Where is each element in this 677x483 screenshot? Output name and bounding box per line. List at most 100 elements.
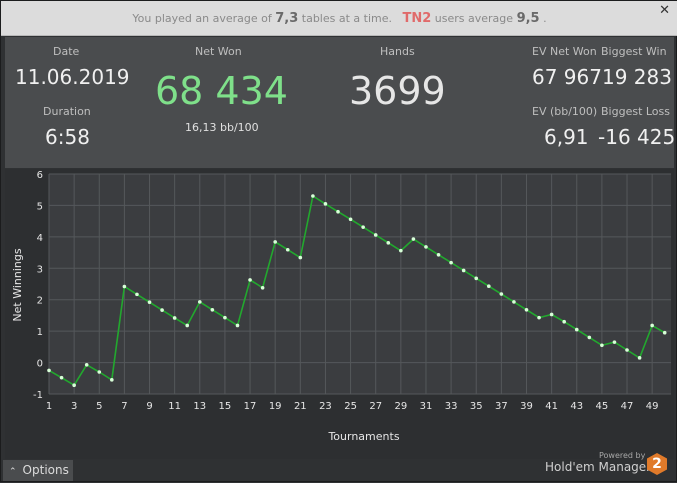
x-tick-label: 49 xyxy=(646,401,659,412)
powered-by-text: Powered by xyxy=(599,451,646,460)
bb-per-100-value: 16,13 bb/100 xyxy=(185,121,259,134)
data-point xyxy=(474,276,479,281)
data-point xyxy=(248,278,252,282)
data-point xyxy=(160,308,164,312)
notice-tables-value: 7,3 xyxy=(275,11,299,26)
data-point xyxy=(587,335,592,340)
date-label: Date xyxy=(53,45,80,58)
data-point xyxy=(436,252,441,257)
ev-bb-label: EV (bb/100) xyxy=(532,105,598,118)
hands-value: 3699 xyxy=(349,69,446,113)
options-button[interactable]: ⌃ Options xyxy=(3,460,73,481)
data-point xyxy=(612,340,617,344)
biggest-loss-value: -16 425 xyxy=(598,125,676,149)
data-point xyxy=(625,348,629,352)
biggest-loss-label: Biggest Loss xyxy=(601,105,671,118)
data-point xyxy=(562,319,566,324)
y-axis-ticks: -1 0 1 2 3 4 5 6 xyxy=(33,170,43,401)
data-point xyxy=(260,285,265,290)
data-point xyxy=(97,370,102,374)
options-label: Options xyxy=(22,463,69,477)
x-tick-label: 33 xyxy=(445,401,458,412)
data-point xyxy=(637,356,642,360)
session-stats-panel: Date 11.06.2019 Duration 6:58 Net Won 68… xyxy=(5,37,676,168)
x-tick-label: 27 xyxy=(369,401,382,412)
x-tick-label: 19 xyxy=(269,401,282,412)
data-point xyxy=(172,316,177,320)
notice-prefix: You played an average of xyxy=(132,12,272,25)
data-point xyxy=(499,292,504,296)
data-point xyxy=(574,327,579,332)
y-tick-label: 5 xyxy=(37,201,43,212)
data-point xyxy=(311,194,315,198)
x-tick-label: 31 xyxy=(420,401,433,412)
net-winnings-line xyxy=(48,194,666,387)
data-point xyxy=(110,378,114,382)
x-tick-label: 45 xyxy=(596,401,609,412)
caret-up-icon: ⌃ xyxy=(9,467,17,477)
ev-bb-value: 6,91 xyxy=(544,125,589,149)
x-tick-label: 29 xyxy=(394,401,407,412)
x-tick-label: 35 xyxy=(470,401,483,412)
data-point xyxy=(386,241,391,245)
data-point xyxy=(348,217,353,222)
x-tick-label: 7 xyxy=(121,401,127,412)
y-tick-label: -1 xyxy=(33,390,43,401)
x-tick-label: 47 xyxy=(621,401,634,412)
biggest-win-label: Biggest Win xyxy=(601,45,667,58)
notice-middle: tables at a time. xyxy=(301,12,392,25)
duration-label: Duration xyxy=(43,105,91,118)
date-value: 11.06.2019 xyxy=(15,65,130,89)
y-axis-title: Net Winnings xyxy=(11,248,24,321)
y-tick-label: 0 xyxy=(37,359,43,370)
x-tick-label: 5 xyxy=(96,401,102,412)
data-point xyxy=(486,284,491,288)
x-tick-label: 21 xyxy=(294,401,307,412)
data-point-markers xyxy=(47,194,667,387)
notice-period: . xyxy=(543,12,547,25)
x-tick-label: 25 xyxy=(344,401,357,412)
data-point xyxy=(361,225,365,229)
x-tick-label: 13 xyxy=(193,401,206,412)
data-point xyxy=(122,284,127,289)
data-point xyxy=(449,260,453,265)
data-point xyxy=(47,368,51,373)
x-axis-ticks: 1 3 5 7 9 11 13 15 17 19 21 23 25 27 29 31 33 35 37 39 41 43 4… xyxy=(46,401,659,412)
data-point xyxy=(373,233,378,237)
biggest-win-value: 19 283 xyxy=(602,65,672,89)
net-won-value: 68 434 xyxy=(155,69,288,113)
y-tick-label: 4 xyxy=(37,233,43,244)
notice-site-name: TN2 xyxy=(402,11,432,26)
data-point xyxy=(650,323,654,328)
data-point xyxy=(197,300,202,304)
holdem-manager-brand: Hold'em Manager xyxy=(545,460,652,474)
data-point xyxy=(537,315,541,320)
net-won-label: Net Won xyxy=(195,45,242,58)
duration-value: 6:58 xyxy=(45,125,90,149)
notice-suffix: users average xyxy=(434,12,514,25)
data-point xyxy=(461,268,466,273)
x-axis-title: Tournaments xyxy=(327,430,399,443)
x-tick-label: 17 xyxy=(244,401,257,412)
x-tick-label: 37 xyxy=(495,401,508,412)
data-point xyxy=(223,315,227,320)
notice-site-average-value: 9,5 xyxy=(516,11,540,26)
x-tick-label: 43 xyxy=(570,401,583,412)
ev-net-won-label: EV Net Won xyxy=(532,45,597,58)
y-tick-label: 3 xyxy=(37,264,43,275)
data-point xyxy=(399,248,403,253)
x-tick-label: 11 xyxy=(168,401,181,412)
holdem-manager-logo-icon: 2 xyxy=(647,453,667,475)
x-tick-label: 3 xyxy=(71,401,77,412)
data-point xyxy=(424,245,428,249)
x-tick-label: 41 xyxy=(545,401,558,412)
x-tick-label: 1 xyxy=(46,401,52,412)
y-tick-label: 2 xyxy=(37,296,43,307)
data-point xyxy=(147,300,152,305)
y-tick-label: 1 xyxy=(37,327,43,338)
x-tick-label: 15 xyxy=(219,401,232,412)
close-icon[interactable]: ✕ xyxy=(659,3,670,18)
data-point xyxy=(549,312,554,317)
